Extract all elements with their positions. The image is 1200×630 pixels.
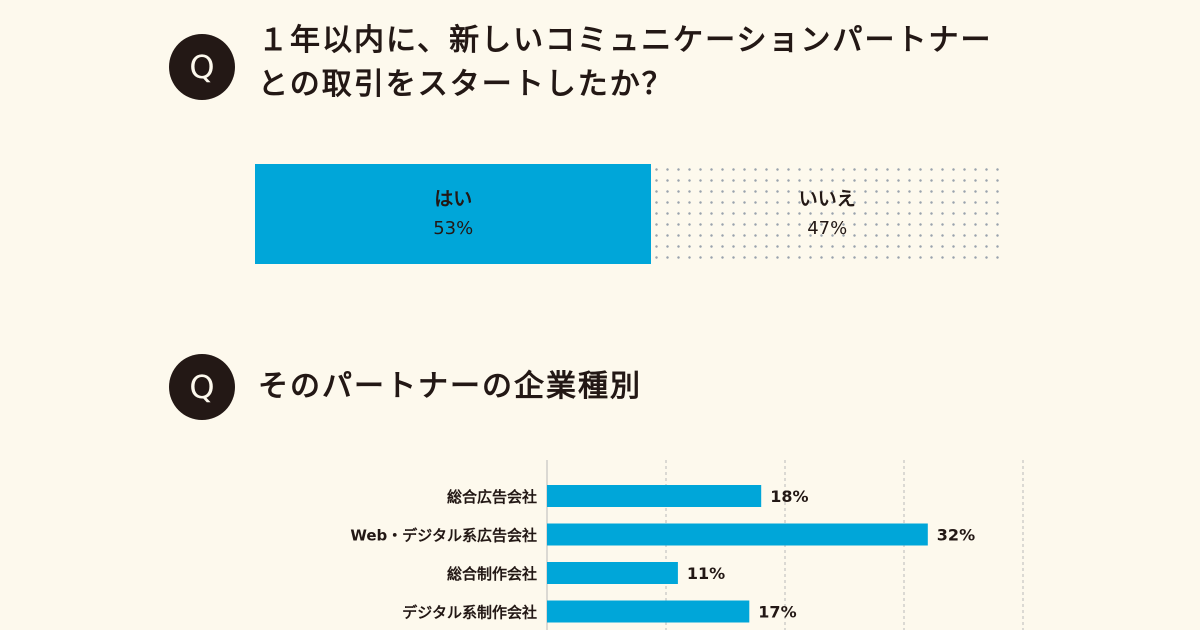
segment-no-value: 47%	[807, 218, 848, 239]
bar-value-label: 11%	[687, 564, 725, 583]
bar-value-label: 17%	[758, 603, 796, 622]
bar	[547, 600, 750, 623]
bar-value-label: 32%	[937, 526, 975, 545]
category-label: 総合広告会社	[447, 488, 537, 506]
bar	[547, 562, 678, 584]
segment-no-label: いいえ	[798, 188, 856, 210]
category-label: デジタル系制作会社	[402, 604, 537, 622]
bar-value-label: 18%	[770, 487, 808, 506]
question-2-title: そのパートナーの企業種別	[258, 369, 642, 404]
segment-no: いいえ 47%	[651, 164, 1003, 264]
question-2-badge: Q	[169, 354, 235, 420]
segment-yes: はい 53%	[255, 164, 652, 264]
question-1-title: １年以内に、新しいコミュニケーションパートナーとの取引をスタートしたか？	[258, 23, 993, 102]
question-1-badge: Q	[169, 34, 235, 100]
segment-yes-value: 53%	[433, 218, 474, 239]
yes-no-split-bar: はい 53% いいえ 47%	[255, 164, 1003, 264]
category-label: Web・デジタル系広告会社	[350, 527, 537, 545]
category-label: 総合制作会社	[447, 565, 537, 583]
segment-yes-label: はい	[434, 188, 473, 210]
bar	[547, 485, 762, 507]
company-type-bar-chart: 総合広告会社 18% Web・デジタル系広告会社 32% 総合制作会社 11% デジタル系制…	[350, 460, 1024, 630]
bar	[547, 523, 928, 546]
